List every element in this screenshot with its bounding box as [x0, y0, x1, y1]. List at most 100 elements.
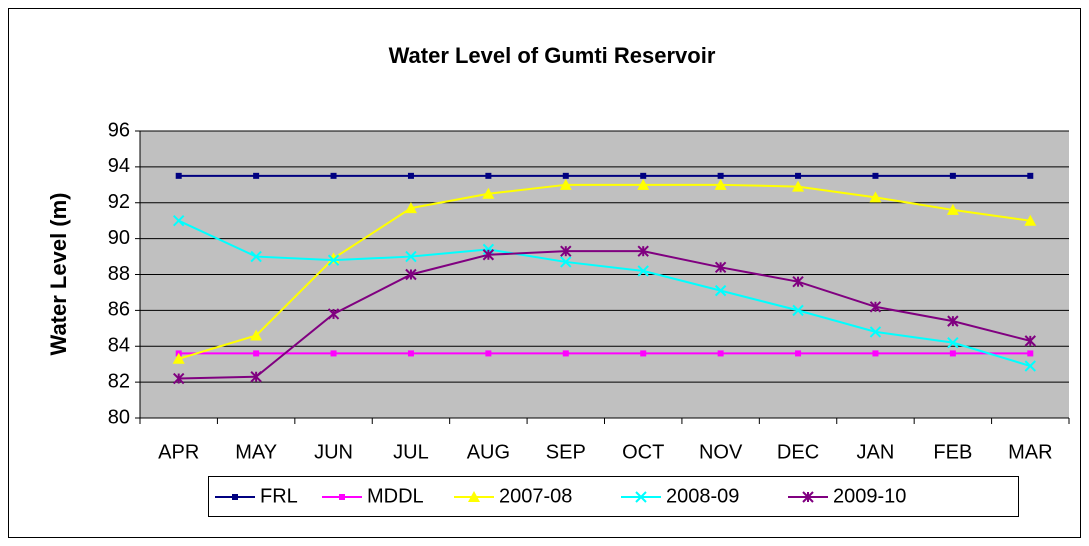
x-tick-label: DEC: [777, 441, 819, 463]
marker-shape: [1027, 172, 1034, 179]
marker-shape: [872, 350, 879, 357]
marker-shape: [949, 172, 956, 179]
point: [1024, 335, 1036, 347]
marker-shape: [485, 172, 492, 179]
point: [1024, 214, 1037, 226]
y-tick-label: 86: [108, 299, 130, 321]
point: [949, 172, 956, 179]
point: [562, 172, 569, 179]
point: [327, 254, 340, 266]
point: [947, 315, 959, 327]
marker-shape: [562, 350, 569, 357]
x-tick-label: NOV: [699, 441, 743, 463]
point: [407, 172, 414, 179]
legend-marker: [468, 491, 480, 502]
marker-shape: [717, 350, 724, 357]
point: [1024, 360, 1036, 372]
y-axis-label: Water Level (m): [46, 192, 71, 355]
point: [1027, 350, 1034, 357]
point: [327, 308, 340, 320]
point: [250, 371, 262, 383]
point: [714, 284, 727, 297]
marker-shape: [404, 202, 417, 214]
point: [253, 350, 260, 357]
marker-shape: [407, 172, 414, 179]
marker-shape: [792, 180, 805, 192]
y-tick-label: 92: [108, 191, 130, 213]
point: [946, 203, 959, 215]
point: [872, 350, 879, 357]
x-tick-label: APR: [158, 441, 199, 463]
y-tick-label: 94: [108, 155, 130, 177]
marker-shape: [946, 203, 959, 215]
point: [637, 245, 649, 257]
marker-shape: [405, 250, 417, 263]
point: [795, 350, 802, 357]
point: [872, 172, 879, 179]
marker-shape: [869, 326, 882, 338]
point: [485, 172, 492, 179]
marker-shape: [250, 250, 262, 263]
point: [250, 250, 262, 263]
x-tick-label: AUG: [467, 441, 510, 463]
marker-shape: [253, 350, 260, 357]
x-tick-label: JUL: [393, 441, 429, 463]
point: [792, 180, 805, 192]
marker-shape: [717, 172, 724, 179]
x-tick-label: FEB: [933, 441, 972, 463]
legend-label: MDDL: [367, 485, 424, 507]
legend-marker: [802, 491, 814, 503]
marker-shape: [327, 254, 340, 266]
marker-shape: [560, 256, 572, 268]
legend-label: FRL: [260, 485, 298, 507]
y-tick-label: 88: [108, 263, 130, 285]
point: [792, 275, 804, 288]
point: [795, 172, 802, 179]
point: [714, 261, 727, 274]
marker-shape: [640, 350, 647, 357]
chart-title: Water Level of Gumti Reservoir: [389, 43, 716, 68]
series-line: [178, 219, 1031, 367]
point: [173, 372, 185, 385]
point: [560, 245, 572, 257]
point: [640, 172, 647, 179]
point: [404, 202, 417, 214]
point: [562, 350, 569, 357]
point: [717, 172, 724, 179]
point: [485, 350, 492, 357]
point: [869, 301, 882, 313]
marker-shape: [250, 329, 263, 341]
y-tick-label: 84: [108, 335, 130, 357]
marker-shape: [949, 350, 956, 357]
point: [172, 352, 185, 364]
marker-shape: [637, 265, 649, 277]
point: [253, 172, 260, 179]
point: [405, 268, 417, 281]
point: [949, 350, 956, 357]
y-tick-label: 90: [108, 227, 130, 249]
point: [173, 214, 185, 227]
marker-shape: [1027, 350, 1034, 357]
x-tick-label: OCT: [622, 441, 664, 463]
point: [869, 326, 882, 338]
marker-shape: [714, 178, 727, 190]
marker-shape: [562, 172, 569, 179]
y-tick-label: 96: [108, 119, 130, 141]
point: [330, 350, 337, 357]
x-tick-label: MAR: [1008, 441, 1052, 463]
point: [714, 178, 727, 190]
marker-shape: [468, 491, 480, 502]
point: [792, 304, 804, 317]
marker-shape: [714, 284, 727, 297]
marker-shape: [637, 178, 650, 190]
point: [405, 250, 417, 263]
x-tick-label: JAN: [857, 441, 895, 463]
marker-shape: [792, 304, 804, 317]
marker-shape: [175, 172, 182, 179]
marker-shape: [485, 350, 492, 357]
legend-label: 2008-09: [666, 485, 739, 507]
marker-shape: [173, 214, 185, 227]
legend-marker: [232, 494, 238, 500]
series-line: [178, 183, 1031, 360]
